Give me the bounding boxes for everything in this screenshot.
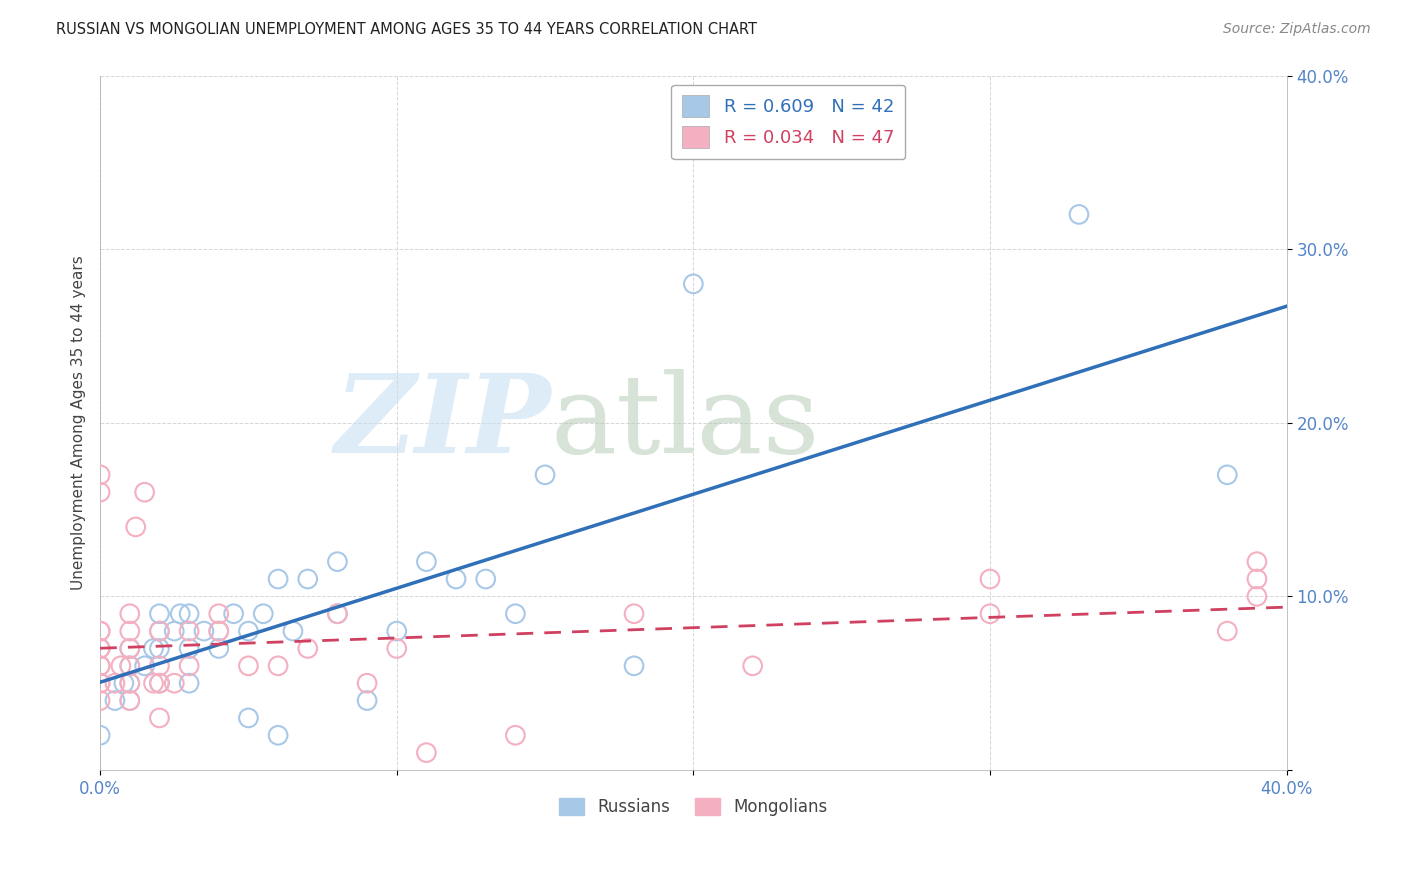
Y-axis label: Unemployment Among Ages 35 to 44 years: Unemployment Among Ages 35 to 44 years: [72, 255, 86, 591]
Point: [326, 607, 349, 621]
Point: [134, 485, 156, 500]
Point: [238, 711, 260, 725]
Point: [148, 658, 170, 673]
Point: [89, 676, 111, 690]
Point: [1246, 555, 1268, 569]
Point: [89, 641, 111, 656]
Point: [326, 607, 349, 621]
Point: [89, 658, 111, 673]
Point: [356, 676, 378, 690]
Text: Source: ZipAtlas.com: Source: ZipAtlas.com: [1223, 22, 1371, 37]
Point: [179, 607, 201, 621]
Point: [179, 658, 201, 673]
Point: [741, 658, 763, 673]
Legend: Russians, Mongolians: Russians, Mongolians: [551, 789, 837, 824]
Point: [179, 676, 201, 690]
Point: [89, 693, 111, 707]
Point: [118, 693, 141, 707]
Point: [208, 624, 231, 639]
Point: [148, 641, 170, 656]
Point: [534, 467, 557, 482]
Point: [505, 607, 527, 621]
Point: [297, 641, 319, 656]
Point: [208, 607, 231, 621]
Point: [118, 676, 141, 690]
Point: [89, 624, 111, 639]
Point: [134, 658, 156, 673]
Point: [89, 467, 111, 482]
Point: [148, 676, 170, 690]
Point: [163, 676, 186, 690]
Point: [281, 624, 304, 639]
Point: [104, 676, 127, 690]
Point: [89, 624, 111, 639]
Point: [208, 641, 231, 656]
Point: [169, 607, 191, 621]
Point: [118, 607, 141, 621]
Point: [385, 624, 408, 639]
Point: [89, 728, 111, 742]
Point: [118, 658, 141, 673]
Point: [148, 624, 170, 639]
Point: [415, 555, 437, 569]
Point: [267, 728, 290, 742]
Point: [193, 624, 215, 639]
Point: [89, 676, 111, 690]
Point: [125, 520, 148, 534]
Text: ZIP: ZIP: [335, 369, 551, 476]
Point: [118, 641, 141, 656]
Point: [415, 746, 437, 760]
Point: [356, 693, 378, 707]
Point: [1216, 624, 1239, 639]
Point: [118, 641, 141, 656]
Point: [682, 277, 704, 291]
Point: [623, 607, 645, 621]
Point: [118, 676, 141, 690]
Point: [1067, 207, 1090, 221]
Point: [505, 728, 527, 742]
Point: [118, 658, 141, 673]
Point: [208, 624, 231, 639]
Point: [163, 624, 186, 639]
Point: [297, 572, 319, 586]
Text: RUSSIAN VS MONGOLIAN UNEMPLOYMENT AMONG AGES 35 TO 44 YEARS CORRELATION CHART: RUSSIAN VS MONGOLIAN UNEMPLOYMENT AMONG …: [56, 22, 758, 37]
Point: [179, 641, 201, 656]
Point: [89, 658, 111, 673]
Point: [89, 485, 111, 500]
Point: [238, 624, 260, 639]
Point: [104, 693, 127, 707]
Point: [444, 572, 467, 586]
Point: [110, 658, 132, 673]
Point: [267, 572, 290, 586]
Point: [148, 607, 170, 621]
Point: [326, 555, 349, 569]
Point: [112, 676, 135, 690]
Point: [142, 676, 165, 690]
Point: [474, 572, 496, 586]
Point: [142, 641, 165, 656]
Point: [1246, 590, 1268, 604]
Point: [118, 693, 141, 707]
Point: [1216, 467, 1239, 482]
Point: [238, 658, 260, 673]
Point: [222, 607, 245, 621]
Point: [179, 624, 201, 639]
Point: [267, 658, 290, 673]
Point: [623, 658, 645, 673]
Point: [1246, 572, 1268, 586]
Point: [148, 711, 170, 725]
Point: [979, 607, 1001, 621]
Point: [979, 572, 1001, 586]
Point: [148, 624, 170, 639]
Text: atlas: atlas: [551, 369, 821, 476]
Point: [252, 607, 274, 621]
Point: [118, 624, 141, 639]
Point: [89, 641, 111, 656]
Point: [148, 676, 170, 690]
Point: [385, 641, 408, 656]
